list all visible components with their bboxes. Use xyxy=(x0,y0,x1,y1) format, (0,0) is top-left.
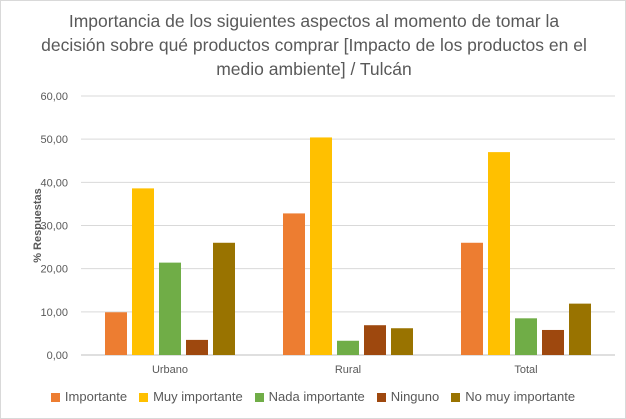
bar-ninguno xyxy=(364,325,386,355)
bar-ninguno xyxy=(542,329,564,355)
y-tick-label: 20,00 xyxy=(40,264,68,276)
legend-label: Importante xyxy=(64,389,128,404)
bar-no-muy-importante xyxy=(569,303,591,355)
y-tick-label: 0,00 xyxy=(47,350,68,362)
legend-swatch xyxy=(451,392,461,402)
bar-muy-importante xyxy=(310,137,332,355)
chart-title: Importancia de los siguientes aspectos a… xyxy=(41,11,587,79)
y-axis-title: % Respuestas xyxy=(32,188,44,263)
bar-no-muy-importante xyxy=(213,242,235,355)
legend-swatch xyxy=(50,392,60,402)
legend-item: Importante xyxy=(50,389,128,405)
legend-item: Nada importante xyxy=(254,389,365,405)
legend-label: No muy importante xyxy=(465,389,576,404)
x-tick-label: Total xyxy=(514,364,537,376)
chart-legend: Importante Muy importante Nada importante N… xyxy=(1,389,625,405)
legend-label: Nada importante xyxy=(268,389,365,404)
bar-importante xyxy=(105,312,127,355)
legend-swatch xyxy=(254,392,264,402)
legend-swatch xyxy=(139,392,149,402)
x-tick-label: Urbano xyxy=(152,364,188,376)
bar-muy-importante xyxy=(132,188,154,355)
legend-item: Muy importante xyxy=(139,389,243,405)
bar-ninguno xyxy=(186,339,208,355)
y-tick-label: 60,00 xyxy=(40,91,68,103)
bar-importante xyxy=(283,213,305,355)
legend-item: No muy importante xyxy=(451,389,575,405)
legend-item: Ninguno xyxy=(376,389,440,405)
legend-label: Ninguno xyxy=(390,389,440,404)
bar-importante xyxy=(461,242,483,355)
bar-nada-importante xyxy=(515,318,537,355)
y-tick-label: 40,00 xyxy=(40,177,68,189)
legend-swatch xyxy=(376,392,386,402)
bar-nada-importante xyxy=(337,340,359,355)
bar-no-muy-importante xyxy=(391,328,413,355)
y-tick-label: 30,00 xyxy=(40,221,68,233)
x-tick-label: Rural xyxy=(335,364,361,376)
bar-muy-importante xyxy=(488,152,510,355)
y-tick-label: 50,00 xyxy=(40,134,68,146)
bar-nada-importante xyxy=(159,262,181,355)
y-tick-label: 10,00 xyxy=(40,307,68,319)
legend-label: Muy importante xyxy=(153,389,243,404)
